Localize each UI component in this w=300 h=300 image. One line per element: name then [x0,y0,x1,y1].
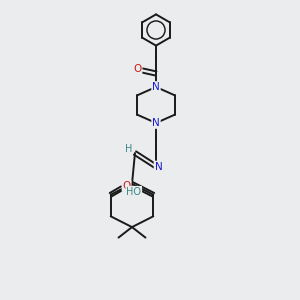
Text: N: N [152,118,160,128]
Text: H: H [125,144,132,154]
Text: N: N [152,82,160,92]
Text: HO: HO [126,187,141,197]
Text: N: N [154,161,162,172]
Text: O: O [133,64,142,74]
Text: O: O [122,181,131,191]
